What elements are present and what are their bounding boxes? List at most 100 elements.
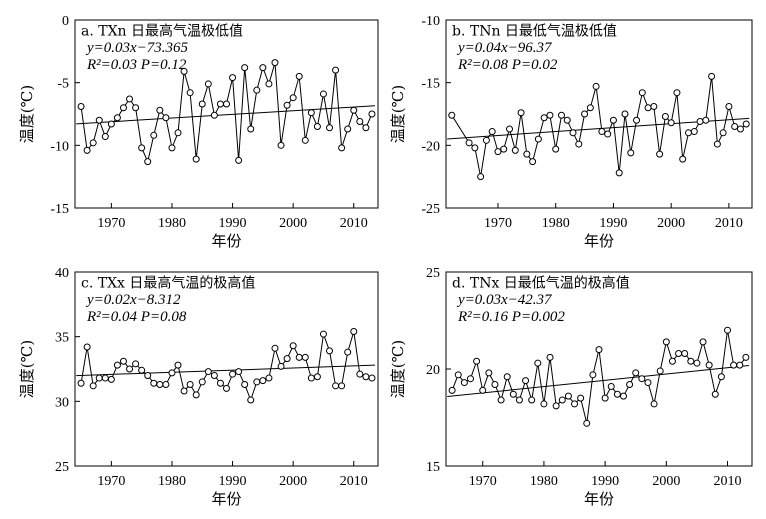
data-point	[277, 362, 285, 370]
data-point	[295, 72, 303, 80]
y-tick-label: 0	[62, 14, 69, 29]
data-point	[174, 129, 182, 137]
data-point	[564, 392, 572, 400]
data-point	[615, 169, 623, 177]
x-tick-label: 1970	[97, 216, 125, 231]
x-tick-label: 2010	[715, 216, 743, 231]
x-tick-label: 1990	[591, 474, 619, 489]
data-point	[174, 361, 182, 369]
data-point	[724, 326, 732, 334]
data-point	[338, 144, 346, 152]
data-point	[107, 120, 115, 128]
data-point	[319, 330, 327, 338]
data-point	[621, 110, 629, 118]
data-point	[552, 145, 560, 153]
data-point	[271, 344, 279, 352]
data-point	[684, 129, 692, 137]
data-point	[235, 368, 243, 376]
panel-title: b. TNn 日最低气温极低值	[452, 24, 617, 40]
data-point	[271, 59, 279, 67]
data-point	[540, 400, 548, 408]
x-tick-label: 2000	[279, 216, 307, 231]
data-point	[101, 374, 109, 382]
x-tick-label: 2010	[714, 474, 742, 489]
regression-stats: R²=0.03 P=0.12	[86, 57, 187, 73]
data-point	[283, 101, 291, 109]
data-point	[491, 381, 499, 389]
data-point	[613, 390, 621, 398]
data-point	[295, 353, 303, 361]
data-point	[210, 111, 218, 119]
data-point	[448, 386, 456, 394]
data-point	[253, 378, 261, 386]
data-point	[609, 116, 617, 124]
data-point	[319, 90, 327, 98]
data-point	[132, 360, 140, 368]
panel-title: c. TXx 日最高气温的极高值	[81, 275, 255, 292]
data-point	[650, 400, 658, 408]
data-point	[247, 396, 255, 404]
data-point	[586, 104, 594, 112]
data-point	[690, 128, 698, 136]
data-point	[488, 128, 496, 136]
data-point	[604, 130, 612, 138]
data-point	[95, 374, 103, 382]
data-point	[601, 394, 609, 402]
data-point	[307, 374, 315, 382]
data-point	[485, 369, 493, 377]
data-point	[235, 156, 243, 164]
data-point	[696, 118, 704, 126]
data-point	[362, 124, 370, 132]
y-tick-label: -15	[421, 77, 440, 92]
data-point	[583, 419, 591, 427]
trend-line	[447, 365, 749, 398]
data-point	[466, 375, 474, 383]
data-point	[534, 135, 542, 143]
data-point	[362, 373, 370, 381]
regression-stats: R²=0.08 P=0.02	[457, 57, 558, 73]
data-point	[192, 155, 200, 163]
data-point	[577, 394, 585, 402]
y-tick-label: 25	[426, 266, 440, 281]
data-point	[95, 116, 103, 124]
data-point	[89, 139, 97, 147]
data-point	[661, 113, 669, 121]
panel-d: 25 20 15 1970 1980 1990 2000 2010 年份 温度(℃) d. TNx …	[389, 266, 753, 508]
x-tick-label: 1980	[158, 216, 186, 231]
data-point	[241, 64, 249, 72]
data-point	[656, 367, 664, 375]
data-point	[259, 64, 267, 72]
data-point	[204, 368, 212, 376]
data-point	[289, 342, 297, 350]
data-point	[132, 104, 140, 112]
data-point	[350, 327, 358, 335]
data-point	[277, 141, 285, 149]
x-tick-label: 2000	[652, 474, 680, 489]
data-point	[546, 353, 554, 361]
data-point	[156, 106, 164, 114]
data-point	[198, 100, 206, 108]
data-point	[301, 136, 309, 144]
data-point	[702, 116, 710, 124]
data-point	[138, 366, 146, 374]
data-point	[83, 343, 91, 351]
y-tick-label: -20	[421, 139, 440, 154]
data-point	[301, 353, 309, 361]
data-point	[479, 386, 487, 394]
data-point	[307, 109, 315, 117]
data-point	[534, 359, 542, 367]
x-tick-label: 1980	[530, 474, 558, 489]
data-point	[699, 338, 707, 346]
data-point	[186, 89, 194, 97]
series-line	[451, 76, 747, 177]
data-point	[473, 357, 481, 365]
data-point	[326, 124, 334, 132]
data-point	[546, 111, 554, 119]
data-point	[350, 106, 358, 114]
data-point	[581, 110, 589, 118]
data-point	[204, 80, 212, 88]
data-point	[638, 375, 646, 383]
x-tick-label: 1980	[542, 216, 570, 231]
data-point	[528, 396, 536, 404]
data-point	[731, 123, 739, 131]
